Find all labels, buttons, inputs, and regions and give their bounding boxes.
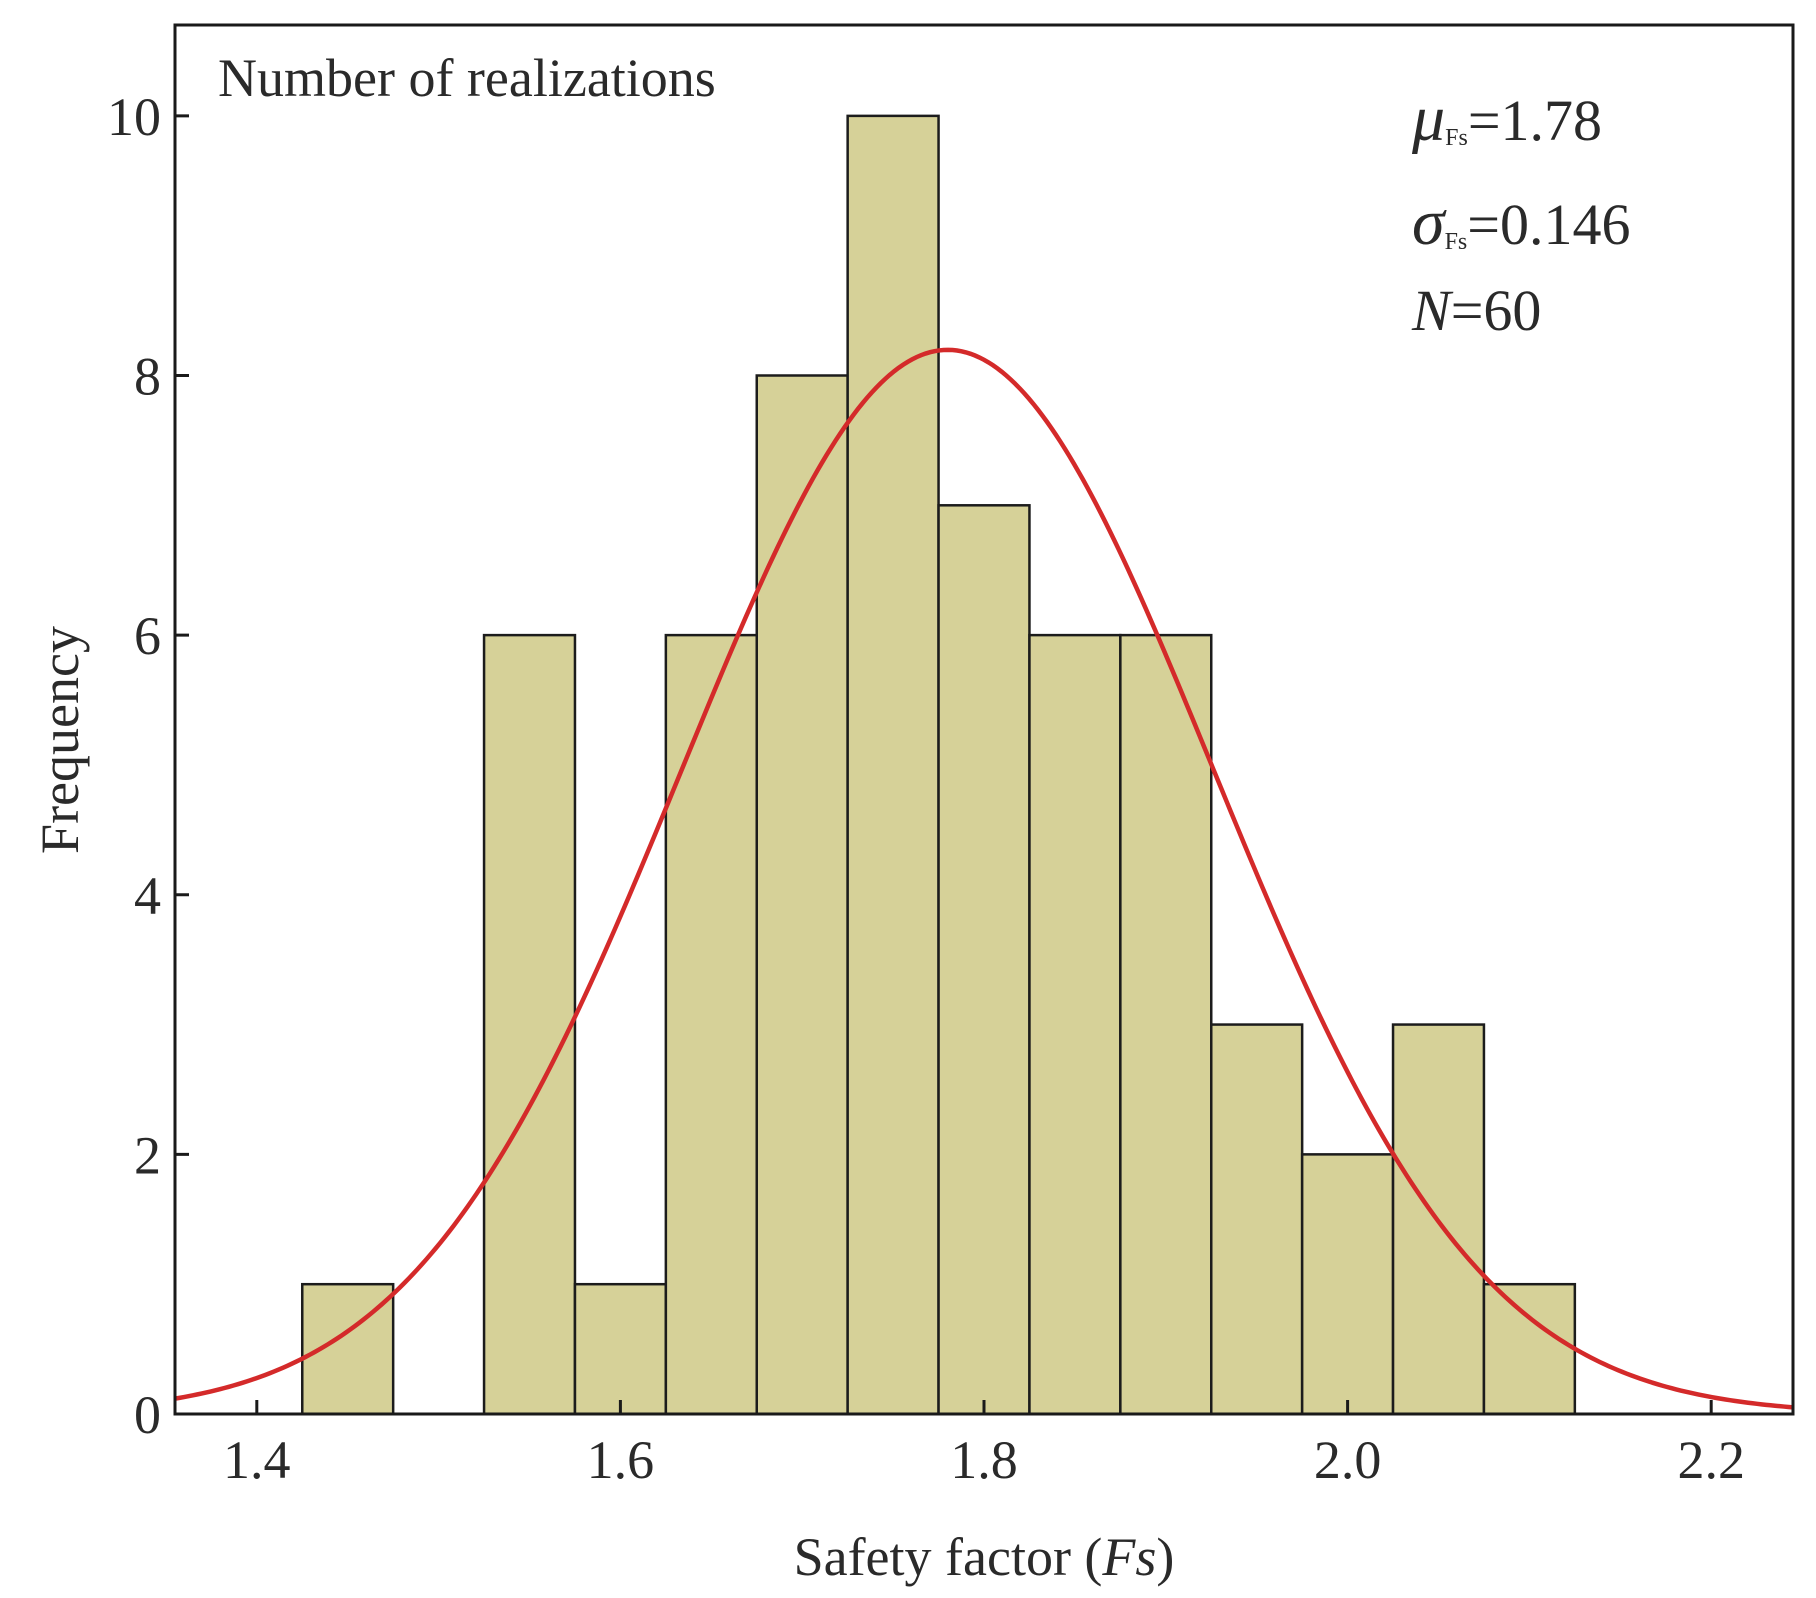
n-symbol: N xyxy=(1411,278,1454,343)
mu-symbol: μ xyxy=(1411,82,1445,155)
axis-ticks: 1.4 1.6 1.8 2.0 2.2 0 2 4 6 8 10 xyxy=(107,87,1745,1490)
y-axis-title: Frequency xyxy=(30,626,90,854)
mean-annotation: μFs=1.78 xyxy=(1411,82,1602,155)
histogram-bar-7 xyxy=(937,504,1031,1416)
histogram-bar-10 xyxy=(1210,1023,1304,1416)
x-axis-title-symbol: Fs xyxy=(1101,1527,1156,1587)
x-axis-title: Safety factor (Fs) xyxy=(794,1527,1175,1587)
histogram-bar-6 xyxy=(846,114,940,1416)
histogram-bar-5 xyxy=(755,374,849,1416)
x-tick-label-2.0: 2.0 xyxy=(1314,1430,1382,1490)
histogram-bar-13 xyxy=(1482,1282,1577,1416)
histogram-bar-11 xyxy=(1300,1153,1395,1416)
x-axis-title-suffix: ) xyxy=(1156,1527,1174,1587)
sigma-subscript: Fs xyxy=(1445,229,1468,255)
x-tick-label-1.6: 1.6 xyxy=(587,1430,655,1490)
histogram-bar-2 xyxy=(482,633,577,1416)
histogram-bar-3 xyxy=(573,1282,668,1416)
std-annotation: σFs=0.146 xyxy=(1412,186,1630,259)
x-tick-label-1.4: 1.4 xyxy=(223,1430,291,1490)
y-tick-label-10: 10 xyxy=(107,87,161,147)
sigma-value: =0.146 xyxy=(1467,192,1630,257)
normal-fit-curve xyxy=(174,347,1794,1410)
y-tick-label-2: 2 xyxy=(134,1125,161,1185)
y-tick-label-6: 6 xyxy=(134,606,161,666)
n-value: =60 xyxy=(1451,278,1542,343)
mu-value: =1.78 xyxy=(1468,88,1602,153)
y-tick-label-0: 0 xyxy=(134,1385,161,1445)
histogram-bar-8 xyxy=(1028,633,1122,1416)
sigma-symbol: σ xyxy=(1412,186,1447,259)
x-axis-title-prefix: Safety factor ( xyxy=(794,1527,1103,1587)
histogram-bars xyxy=(301,114,1577,1416)
x-tick-label-1.8: 1.8 xyxy=(950,1430,1018,1490)
mu-subscript: Fs xyxy=(1445,125,1468,151)
histogram-bar-4 xyxy=(664,633,758,1416)
histogram-bar-9 xyxy=(1119,633,1213,1416)
corner-label: Number of realizations xyxy=(218,48,716,108)
x-tick-label-2.2: 2.2 xyxy=(1677,1430,1745,1490)
y-tick-label-4: 4 xyxy=(134,866,161,926)
y-tick-label-8: 8 xyxy=(134,347,161,407)
sample-size-annotation: N=60 xyxy=(1411,278,1541,343)
